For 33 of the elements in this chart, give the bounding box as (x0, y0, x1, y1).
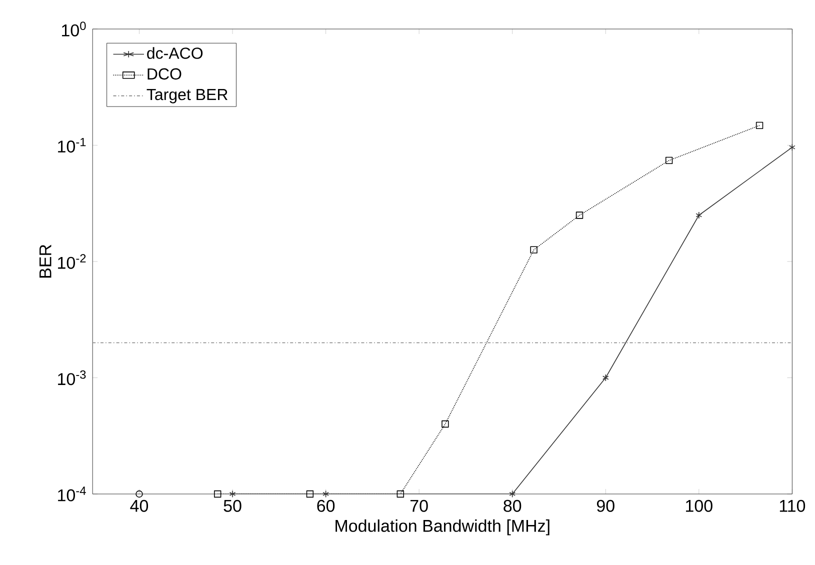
point (509, 490, 516, 498)
point (602, 374, 609, 382)
legend-label: DCO (148, 68, 182, 80)
point (665, 156, 673, 164)
x-tick-label: 100 (686, 500, 712, 512)
point (322, 490, 329, 498)
point (756, 122, 764, 130)
x-tick-label: 110 (780, 500, 806, 512)
x-tick-label: 40 (130, 500, 148, 512)
point (789, 144, 796, 151)
y-tick-label: 10$^{-4}$ (58, 486, 86, 502)
x-axis-title: Modulation Bandwidth [MHz] (336, 519, 550, 536)
x-tick-label: 50 (224, 500, 242, 512)
point (530, 246, 538, 254)
x-tick-label: 80 (504, 500, 522, 512)
x-tick-label: 60 (317, 500, 335, 512)
y-tick-label: 10$^{0}$ (62, 22, 86, 36)
y-tick-label: 10$^{-3}$ (58, 370, 86, 386)
point (214, 490, 222, 498)
point (696, 212, 702, 219)
y-tick-label: 10$^{-2}$ (58, 254, 86, 269)
y-tick-label: 10$^{-1}$ (58, 138, 86, 153)
point (136, 490, 143, 498)
x-tick-label: 70 (410, 500, 428, 512)
x-tick-label: 90 (596, 500, 614, 512)
point (229, 490, 236, 498)
point (306, 490, 314, 498)
legend-label: dc-ACO (147, 47, 203, 59)
y-axis-title: BER (40, 244, 52, 278)
point (576, 212, 584, 219)
point (442, 420, 449, 428)
legend-label: Target BER (146, 89, 228, 104)
point (396, 490, 404, 498)
